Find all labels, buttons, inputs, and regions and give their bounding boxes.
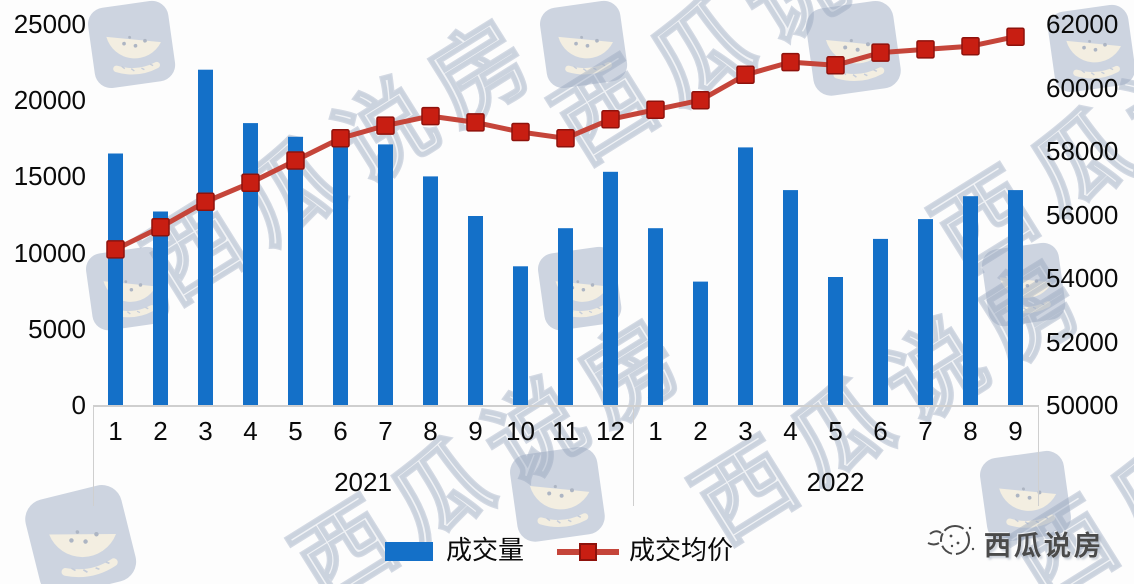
x-axis-month-label: 2 [153,416,168,446]
bar-2021-11 [558,228,573,405]
x-axis-month-label: 1 [648,416,663,446]
price-marker-2021-12 [601,110,620,129]
x-axis-year-label: 2021 [334,467,392,497]
x-axis-month-label: 9 [468,416,483,446]
bar-2021-8 [423,176,438,405]
watermark-badge [534,0,639,103]
watermark-badge [973,444,1082,557]
bar-2021-10 [513,266,528,405]
brand-logo-text: 西瓜说房 [984,531,1104,561]
y-axis-right-tick: 54000 [1046,263,1119,293]
y-axis-left-tick: 0 [71,390,86,420]
x-axis-month-label: 4 [243,416,258,446]
price-marker-2021-7 [376,116,395,135]
x-axis-baseline [93,405,1039,407]
bar-2022-6 [873,238,888,405]
bar-2021-6 [333,142,348,405]
price-marker-2022-5 [826,56,845,75]
y-axis-right-tick: 58000 [1046,136,1119,166]
plot-area [106,27,1025,406]
x-axis-month-label: 12 [596,416,625,446]
y-axis-left-tick: 10000 [13,237,86,268]
legend-price-marker [579,543,597,561]
price-marker-2021-9 [466,113,485,132]
price-marker-2021-6 [331,129,350,148]
y-axis-right-tick: 50000 [1046,390,1119,420]
legend-volume-swatch [385,542,433,561]
price-marker-2022-7 [916,40,935,59]
bar-2022-5 [828,277,843,405]
price-marker-2021-11 [556,129,575,148]
price-marker-2022-4 [781,52,800,72]
bar-2022-2 [693,281,708,405]
price-marker-2022-8 [961,36,980,56]
price-marker-2021-1 [106,240,125,259]
price-marker-2021-8 [421,106,440,126]
brand-logo: 西瓜说房 [922,518,1122,562]
watermark-badge [503,440,617,558]
price-marker-2022-9 [1006,27,1025,46]
x-axis-month-label: 11 [552,416,579,446]
bar-2022-7 [918,219,933,405]
bar-2021-2 [153,211,168,405]
price-marker-2022-1 [646,100,665,119]
bar-2021-7 [378,144,393,405]
y-axis-left-tick: 15000 [13,161,86,192]
x-axis-month-label: 8 [963,416,978,446]
x-axis-month-label: 9 [1008,416,1023,446]
x-axis-month-label: 7 [918,416,933,446]
y-axis-left-tick: 20000 [13,85,86,116]
bar-2021-12 [603,171,618,405]
bar-2022-4 [783,190,798,405]
x-axis-month-label: 1 [108,416,123,446]
price-marker-2021-4 [241,173,260,193]
y-axis-right-tick: 52000 [1046,326,1119,357]
bar-2022-3 [738,147,753,405]
y-axis-right-tick: 62000 [1046,9,1119,39]
watermelon-sketch-icon [927,525,975,555]
legend-price-label: 成交均价 [629,535,734,565]
price-marker-2022-2 [691,90,710,110]
price-marker-2021-3 [196,192,215,212]
x-axis-month-label: 4 [783,416,798,446]
bar-2022-8 [963,196,978,405]
x-axis-year-label: 2022 [806,467,865,497]
x-axis-month-label: 5 [288,416,303,446]
watermark-badge [1042,0,1134,107]
x-axis-month-label: 2 [693,416,708,446]
bar-2021-3 [198,69,213,405]
watermark-badge [16,474,153,584]
bar-2021-4 [243,123,258,405]
bar-2021-5 [288,136,303,406]
x-axis-month-label: 3 [198,416,213,446]
price-marker-2021-2 [151,217,170,237]
y-axis-right-tick: 60000 [1046,72,1119,103]
x-axis-month-label: 7 [378,416,393,446]
y-axis-right-tick: 56000 [1046,199,1119,230]
bar-2021-1 [108,153,123,405]
price-marker-2021-5 [286,151,305,170]
bar-2022-1 [648,228,663,405]
price-marker-2022-3 [736,65,755,85]
axis-separator-right [1038,405,1039,506]
axis-separator-years [633,405,634,506]
price-marker-2021-10 [511,122,530,142]
legend: 成交量 成交均价 [0,530,1134,570]
y-axis-left-tick: 25000 [13,9,86,39]
axis-separator-left [93,405,94,506]
price-marker-2022-6 [871,43,890,62]
bar-2021-9 [468,216,483,405]
x-axis-month-label: 6 [333,416,348,446]
x-axis-month-label: 5 [828,416,843,446]
legend-volume-label: 成交量 [446,535,525,565]
x-axis-month-label: 8 [423,416,438,446]
x-axis-month-label: 10 [506,416,535,446]
y-axis-left-tick: 5000 [28,313,86,344]
watermark-badge [82,0,187,103]
x-axis-month-label: 6 [873,416,888,446]
bar-2022-9 [1008,190,1023,405]
x-axis-month-label: 3 [738,416,753,446]
